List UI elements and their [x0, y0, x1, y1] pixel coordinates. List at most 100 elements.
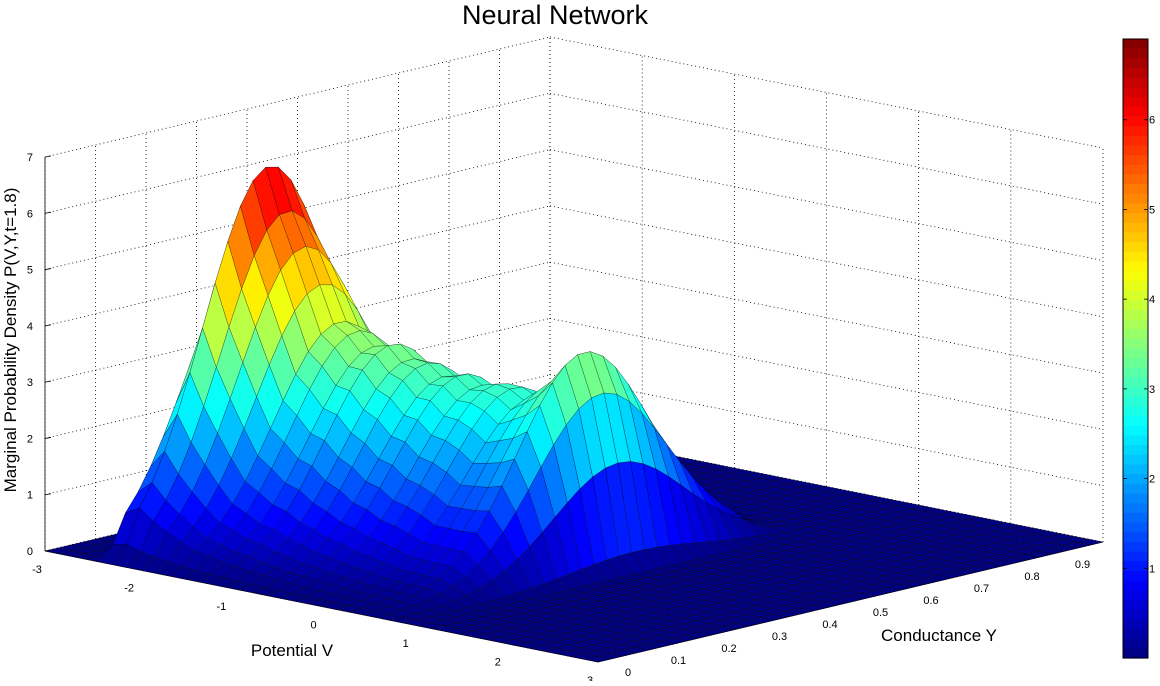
colorbar-swatch: [1123, 222, 1148, 234]
z-tick-label: 1: [27, 490, 33, 502]
y-tick-label: 0.8: [1024, 571, 1039, 583]
colorbar-swatch: [1123, 638, 1148, 649]
colorbar-swatch: [1123, 39, 1148, 50]
colorbar-swatch: [1123, 232, 1148, 243]
colorbar-swatch: [1123, 271, 1148, 282]
grid-line: [549, 205, 1104, 318]
colorbar-tick-label: 6: [1149, 115, 1155, 127]
colorbar-swatch: [1123, 348, 1148, 359]
x-tick-label: 3: [587, 675, 593, 681]
y-tick-label: 0.4: [822, 619, 837, 631]
z-tick-label: 3: [27, 377, 33, 389]
colorbar-swatch: [1123, 503, 1148, 514]
colorbar-swatch: [1123, 126, 1148, 137]
x-tick-label: 0: [310, 620, 316, 632]
colorbar-swatch: [1123, 338, 1148, 350]
colorbar-swatch: [1123, 251, 1148, 263]
colorbar-swatch: [1123, 77, 1148, 88]
z-tick-label: 0: [27, 546, 33, 558]
colorbar-swatch: [1123, 309, 1148, 321]
colorbar-swatch: [1123, 377, 1148, 388]
x-tick-label: -3: [32, 564, 42, 576]
colorbar-swatch: [1123, 203, 1148, 214]
colorbar-swatch: [1123, 609, 1148, 620]
colorbar-swatch: [1123, 319, 1148, 330]
colorbar-swatch: [1123, 329, 1148, 340]
surface-patch: [584, 656, 611, 663]
colorbar-tick-label: 1: [1149, 563, 1155, 575]
z-tick-label: 7: [27, 152, 33, 164]
colorbar-swatch: [1123, 619, 1148, 630]
x-tick-label: -1: [216, 601, 226, 613]
colorbar-swatch: [1123, 280, 1148, 292]
colorbar-swatch: [1123, 590, 1148, 601]
surface-mesh: [44, 166, 1104, 663]
colorbar-swatch: [1123, 570, 1148, 582]
y-axis-label: Conductance Y: [881, 626, 997, 645]
y-tick-label: 0.5: [873, 607, 888, 619]
grid-line: [44, 149, 551, 270]
colorbar-tick-label: 5: [1149, 204, 1155, 216]
colorbar-swatch: [1123, 648, 1148, 659]
z-tick-mark: [44, 549, 52, 552]
colorbar-swatch: [1123, 116, 1148, 127]
x-tick-label: 1: [403, 638, 409, 650]
colorbar-tick-label: 3: [1149, 384, 1155, 396]
z-tick-label: 2: [27, 433, 33, 445]
grid-line: [44, 261, 551, 383]
colorbar-swatch: [1123, 396, 1148, 408]
axis-ticks: -3 -2 -1 0 1 2 3 0 0.1 0.2 0.3 0.4 0.5 0.6 0.7 0.8 0.9 0 1…: [27, 152, 1090, 686]
colorbar-swatch: [1123, 174, 1148, 185]
y-tick-label: 0.3: [772, 631, 787, 643]
colorbar-swatch: [1123, 580, 1148, 591]
colorbar-swatch: [1123, 97, 1148, 108]
colorbar-tick-label: 2: [1149, 474, 1155, 486]
colorbar-swatch: [1123, 551, 1148, 562]
colorbar-swatch: [1123, 425, 1148, 437]
z-tick-mark: [44, 268, 52, 270]
y-tick-label: 0.7: [974, 583, 989, 595]
y-tick-label: 0.2: [721, 643, 736, 655]
colorbar-swatch: [1123, 599, 1148, 611]
colorbar-swatch: [1123, 493, 1148, 504]
colorbar-swatch: [1123, 416, 1148, 427]
z-tick-mark: [44, 493, 52, 496]
grid-line: [44, 36, 551, 158]
colorbar-swatch: [1123, 445, 1148, 456]
z-tick-mark: [44, 155, 52, 158]
colorbar-swatch: [1123, 87, 1148, 98]
colorbar-swatch: [1123, 184, 1148, 195]
grid-line: [44, 92, 551, 214]
y-tick-label: 0.9: [1075, 559, 1090, 571]
colorbar-swatch: [1123, 135, 1148, 146]
chart-title: Neural Network: [462, 0, 649, 30]
colorbar-swatch: [1123, 454, 1148, 466]
colorbar-swatch: [1123, 155, 1148, 166]
colorbar-swatch: [1123, 290, 1148, 301]
colorbar-swatch: [1123, 367, 1148, 379]
x-tick-label: -2: [124, 583, 134, 595]
colorbar-swatch: [1123, 300, 1148, 311]
colorbar-swatch: [1123, 106, 1148, 117]
z-axis-label: Marginal Probability Density P(V,Y,t=1.8…: [1, 188, 20, 493]
colorbar-swatch: [1123, 242, 1148, 253]
colorbar-swatch: [1123, 435, 1148, 446]
x-axis-label: Potential V: [251, 641, 334, 660]
colorbar-swatch: [1123, 483, 1148, 495]
colorbar-swatch: [1123, 522, 1148, 533]
z-tick-label: 5: [27, 265, 33, 277]
colorbar-swatch: [1123, 145, 1148, 156]
colorbar-swatch: [1123, 561, 1148, 572]
y-tick-label: 0: [625, 667, 631, 679]
z-tick-mark: [44, 437, 52, 439]
colorbar-swatch: [1123, 58, 1148, 69]
colorbar-swatch: [1123, 541, 1148, 553]
z-tick-mark: [44, 211, 52, 214]
colorbar-swatch: [1123, 464, 1148, 475]
z-tick-label: 6: [27, 208, 33, 220]
colorbar-swatch: [1123, 532, 1148, 543]
colorbar-swatch: [1123, 213, 1148, 224]
colorbar-swatch: [1123, 512, 1148, 524]
